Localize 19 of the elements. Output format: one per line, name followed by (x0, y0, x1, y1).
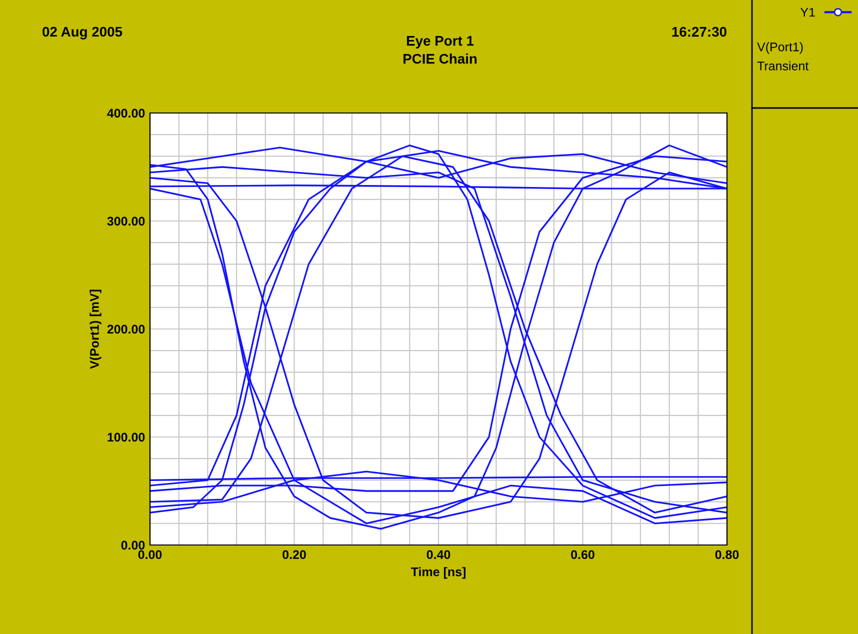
legend-label: Y1 (800, 8, 815, 17)
x-tick-label: 0.00 (138, 550, 162, 560)
y-tick-label: 200.00 (107, 324, 145, 334)
y-tick-label: 0.00 (121, 540, 145, 550)
chart-subtitle: PCIE Chain (404, 54, 477, 64)
text: 16:27:30 (672, 26, 726, 37)
x-axis-title: Time [ns] (410, 567, 466, 579)
chart-title: Eye Port 1 (406, 36, 474, 48)
x-tick-label: 0.40 (426, 550, 450, 560)
x-tick-label: 0.80 (715, 550, 739, 560)
y-tick-label: 100.00 (108, 432, 145, 442)
y-tick-label: 400.00 (107, 108, 145, 118)
y-tick-label: 300.00 (107, 216, 145, 226)
x-tick-label: 0.20 (282, 550, 306, 560)
y-axis-title: V(Port1) [mV] (90, 290, 102, 369)
text: Transient (757, 61, 809, 70)
text: 02 Aug 2005 (42, 26, 122, 40)
x-tick-label: 0.60 (571, 550, 594, 560)
text: V(Port1) (757, 42, 803, 54)
